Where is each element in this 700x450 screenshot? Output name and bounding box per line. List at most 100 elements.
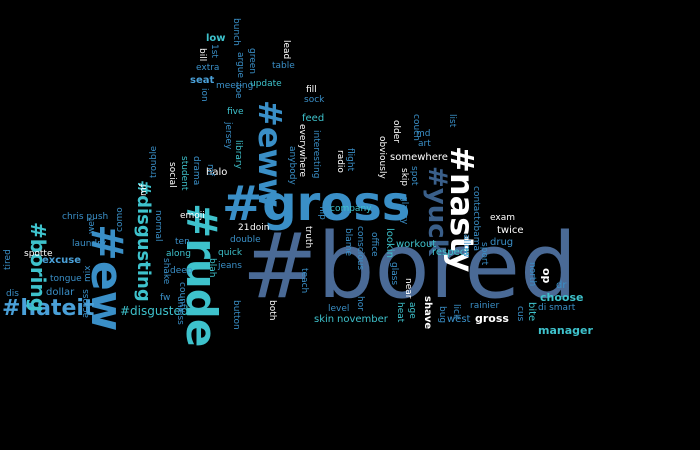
word-west: west: [447, 314, 471, 325]
word-rainier: rainier: [470, 301, 500, 311]
word-bill: bill: [197, 48, 207, 62]
word-como: como: [115, 207, 125, 232]
word-tired: tired: [3, 249, 13, 270]
word-di-smart: di smart: [538, 303, 576, 313]
word-table: table: [272, 61, 295, 71]
word-fw: fw: [160, 293, 171, 303]
word-company: company: [330, 204, 372, 214]
word-interesting: interesting: [311, 130, 321, 179]
word-md: md: [416, 129, 431, 139]
word-lead: lead: [281, 40, 291, 60]
word-somewhere: somewhere: [390, 152, 448, 163]
word-lick: lick: [451, 304, 461, 320]
word-emoji: emoji: [180, 211, 205, 221]
word-respect: respect: [432, 247, 470, 258]
word-skin: skin: [314, 314, 335, 325]
word-wet: wet: [87, 217, 97, 234]
word-sock: sock: [304, 95, 325, 105]
word-double: double: [230, 235, 261, 245]
word-level: level: [328, 304, 350, 314]
word-mf: mf: [139, 184, 149, 196]
word-hor: hor: [355, 296, 365, 311]
word-eww: #eww: [251, 100, 289, 208]
word-shave: shave: [422, 296, 433, 330]
word-flight: flight: [345, 148, 355, 172]
word-chris-push: chris push: [62, 212, 109, 222]
word-glass: glass: [389, 262, 399, 286]
word-gross: #gross: [222, 176, 411, 232]
word-obviously: obviously: [377, 136, 387, 179]
word-21: 21: [238, 223, 250, 233]
word-ion: ion: [199, 88, 209, 102]
word-along: along: [166, 249, 191, 259]
word-dis: dis: [6, 289, 19, 299]
word-fill: fill: [306, 85, 317, 95]
word-manager: manager: [538, 324, 593, 337]
word-choose: choose: [540, 291, 584, 304]
word-excuse: excuse: [42, 255, 82, 266]
word-art: art: [418, 139, 431, 149]
word-ten: ten: [175, 237, 190, 247]
word-doin: doin: [250, 223, 270, 233]
word-boring: #boring: [26, 222, 50, 313]
word-list: list: [447, 114, 457, 128]
word-tongue: tongue: [50, 274, 82, 284]
word-north: north: [527, 262, 537, 287]
word-toe: toe: [233, 84, 243, 99]
word-skip: skip: [399, 168, 409, 187]
word-truth: truth: [303, 226, 313, 249]
word-1st: older: [391, 120, 401, 143]
word-update: update: [250, 79, 282, 89]
word-heat: heat: [395, 302, 405, 323]
word-nah: 1st: [209, 44, 219, 58]
word-disgusted: #disgusted: [120, 304, 189, 318]
word-conscious: conscious: [355, 226, 365, 271]
word-allow: allow: [461, 234, 471, 258]
word-blah: blah: [207, 258, 217, 278]
word-couch: couch: [411, 114, 421, 141]
word-quick: quick: [218, 248, 243, 258]
word-deep: deep: [170, 266, 193, 276]
word-both: both: [267, 300, 277, 321]
word-blame: blame: [343, 228, 353, 257]
word-shake: shake: [161, 258, 171, 285]
word-argue: argue: [235, 52, 245, 79]
word-sport: sport: [479, 242, 489, 266]
word-dr: dr: [556, 280, 567, 291]
word-bunch: bunch: [231, 18, 241, 46]
word-jersey: jersey: [223, 122, 233, 150]
word-normal: normal: [153, 210, 163, 242]
word-exam: exam: [490, 213, 515, 223]
word-feed: feed: [302, 113, 325, 124]
word-bored: #bored: [242, 214, 578, 319]
word-bite: bite: [526, 302, 537, 322]
word-spot: spot: [409, 166, 419, 186]
word-hateit: #hateit: [2, 296, 95, 321]
word-everywhere: everywhere: [297, 124, 307, 178]
word-office: office: [369, 232, 379, 257]
word-halo: halo: [206, 167, 228, 178]
word-disgusting: #disgusting: [133, 180, 154, 302]
word-november: november: [337, 314, 388, 325]
word-op: op: [540, 268, 553, 284]
word-mix: mix: [83, 265, 93, 282]
word-unless: unless: [175, 296, 185, 325]
word-older: drama: [191, 156, 201, 186]
word-low: low: [206, 33, 226, 44]
word-cus: cus: [515, 306, 525, 322]
word-green: green: [247, 48, 257, 74]
word-drug: drug: [490, 237, 514, 248]
word-meeting: meeting: [216, 81, 254, 91]
word-seat: seat: [190, 75, 215, 86]
word-across: across: [81, 289, 91, 318]
word-workout: workout: [396, 239, 437, 250]
word-dollar: dollar: [46, 287, 75, 298]
word-five: five: [227, 107, 244, 117]
word-drama: mf: [205, 164, 215, 176]
word-spotte: spotte: [24, 249, 53, 259]
word-flip: flip: [317, 206, 327, 220]
word-trouble: trouble: [149, 146, 159, 178]
word-teach: teach: [299, 268, 309, 294]
word-glassy: glassy: [399, 196, 409, 225]
